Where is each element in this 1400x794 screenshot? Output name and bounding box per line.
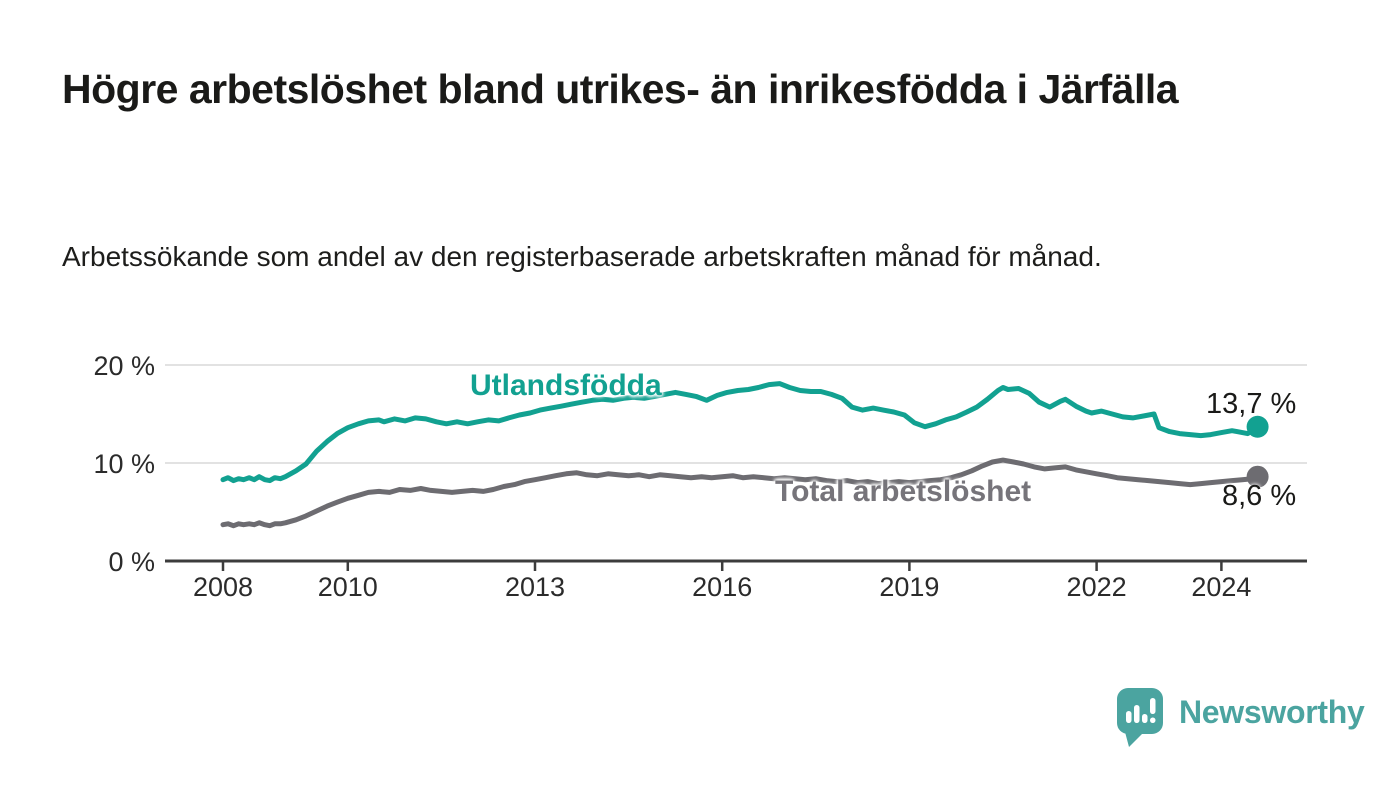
logo-wordmark: Newsworthy [1179,694,1365,730]
end-value-label-total: 8,6 % [1222,480,1297,512]
series-end-dot-utlandsfodda [1246,415,1269,438]
x-axis-label-2024: 2024 [1191,572,1251,602]
page-title: Högre arbetslöshet bland utrikes- än inr… [62,66,1179,112]
y-axis-label-0: 0 % [108,547,155,577]
series-line-total [220,457,1261,529]
series-end-dot-total [1246,465,1269,488]
series-label-utlandsfodda: Utlandsfödda [470,369,662,402]
y-axis-label-20: 20 % [93,351,155,381]
end-value-label-utlandsfodda: 13,7 % [1206,388,1297,420]
chart-subtitle: Arbetssökande som andel av den registerb… [62,241,1102,272]
x-axis-label-2019: 2019 [879,572,939,602]
x-axis-label-2016: 2016 [692,572,752,602]
y-axis-label-10: 10 % [93,449,155,479]
x-axis-label-2013: 2013 [505,572,565,602]
series-line-utlandsfodda [220,381,1261,484]
x-axis-label-2010: 2010 [318,572,378,602]
x-axis-label-2022: 2022 [1067,572,1127,602]
newsworthy-logo: Newsworthy [1117,688,1365,750]
series-label-total: Total arbetslöshet [775,475,1032,508]
logo-speech-bubble-icon [1117,688,1163,747]
x-axis-label-2008: 2008 [193,572,253,602]
